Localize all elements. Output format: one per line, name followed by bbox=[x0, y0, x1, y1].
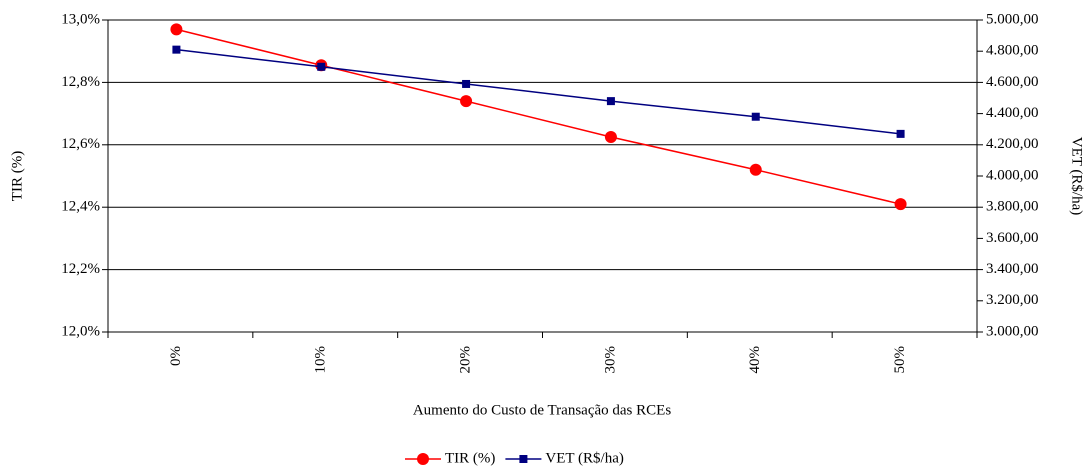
data-point bbox=[317, 62, 326, 71]
y2-tick-label: 4.000,00 bbox=[986, 167, 1039, 183]
y-tick-label: 12,4% bbox=[61, 199, 100, 215]
y2-tick-label: 3.800,00 bbox=[986, 199, 1039, 215]
data-point bbox=[896, 129, 905, 138]
y2-tick-label: 4.200,00 bbox=[986, 136, 1039, 152]
y2-tick-label: 4.400,00 bbox=[986, 105, 1039, 121]
x-tick-label: 40% bbox=[747, 346, 763, 374]
series-line bbox=[176, 48, 901, 135]
x-tick-label: 10% bbox=[313, 346, 329, 374]
series-line bbox=[176, 28, 901, 205]
y-axis-title: TIR (%) bbox=[9, 151, 25, 201]
y2-tick-label: 5.000,00 bbox=[986, 11, 1039, 27]
y2-tick-label: 4.800,00 bbox=[986, 43, 1039, 59]
y-tick-label: 12,6% bbox=[61, 136, 100, 152]
data-point bbox=[604, 131, 617, 143]
y2-tick-label: 3.000,00 bbox=[986, 323, 1039, 339]
x-axis-title: Aumento do Custo de Transação das RCEs bbox=[413, 402, 671, 418]
y-tick-label: 12,8% bbox=[61, 74, 100, 90]
data-point bbox=[749, 163, 762, 176]
y-tick-label: 13,0% bbox=[61, 11, 100, 27]
x-tick-label: 20% bbox=[458, 346, 474, 374]
y-tick-label: 12,2% bbox=[61, 261, 100, 277]
y2-tick-label: 3.400,00 bbox=[986, 261, 1039, 277]
legend-marker bbox=[417, 453, 429, 465]
y2-tick-label: 3.200,00 bbox=[986, 292, 1039, 308]
legend-label: VET (R$/ha) bbox=[545, 450, 623, 466]
y2-axis-title: VET (R$/ha) bbox=[1069, 137, 1085, 215]
y2-tick-label: 3.600,00 bbox=[986, 230, 1039, 246]
data-point bbox=[751, 112, 760, 121]
data-point bbox=[170, 23, 183, 36]
data-point bbox=[460, 95, 473, 108]
x-tick-label: 50% bbox=[892, 346, 908, 374]
y-tick-label: 12,0% bbox=[61, 323, 100, 339]
data-point bbox=[462, 79, 471, 88]
x-tick-label: 0% bbox=[168, 346, 184, 366]
data-point bbox=[606, 97, 615, 106]
data-point bbox=[894, 198, 907, 211]
data-point bbox=[172, 45, 181, 54]
x-tick-label: 30% bbox=[602, 346, 618, 374]
legend-label: TIR (%) bbox=[445, 450, 495, 466]
legend-marker bbox=[519, 455, 528, 463]
y2-tick-label: 4.600,00 bbox=[986, 74, 1039, 90]
